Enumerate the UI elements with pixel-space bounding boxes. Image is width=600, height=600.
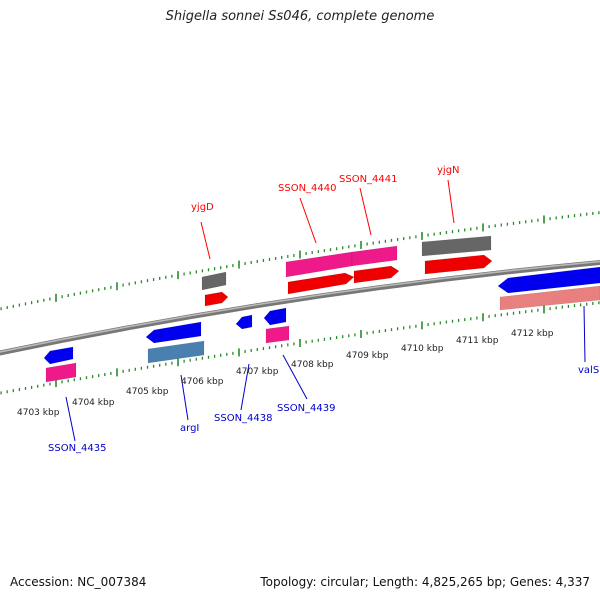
outer-tick-ring: [0, 211, 600, 311]
gene-label-reverse[interactable]: SSON_4435: [48, 443, 107, 454]
leader-line-reverse: [180, 374, 189, 421]
scale-label: 4704 kbp: [72, 398, 115, 408]
leader-line-forward: [359, 187, 372, 236]
gene-label-reverse[interactable]: argI: [180, 423, 199, 434]
gene-yjgN-red[interactable]: [424, 254, 493, 275]
accession-text: Accession: NC_007384: [10, 575, 147, 589]
leader-line-reverse: [583, 305, 586, 363]
gene-argI-steel[interactable]: [147, 340, 205, 364]
gene-features: [43, 235, 600, 383]
leader-line-reverse: [65, 396, 76, 442]
scale-labels: 4703 kbp 4704 kbp 4705 kbp 4706 kbp 4707 kbp…: [17, 329, 554, 418]
gene-SSON_4439-pink[interactable]: [265, 325, 290, 344]
inner-tick-ring: [0, 301, 600, 395]
gene-label-forward[interactable]: SSON_4440: [278, 183, 337, 194]
gene-valS-salmon[interactable]: [499, 285, 600, 311]
gene-SSON_4435-blue[interactable]: [43, 346, 74, 365]
gene-argI-blue[interactable]: [145, 321, 202, 344]
backbone-highlight: [0, 260, 600, 353]
gene-valS-blue[interactable]: [497, 266, 600, 294]
gene-SSON_4439-blue[interactable]: [263, 307, 287, 326]
topology-text: Topology: circular; Length: 4,825,265 bp…: [260, 575, 590, 589]
gene-label-reverse[interactable]: SSON_4438: [214, 413, 273, 424]
gene-yjgD-red[interactable]: [204, 291, 229, 307]
label-leaders: [65, 179, 586, 442]
gene-label-forward[interactable]: yjgN: [437, 165, 460, 176]
scale-label: 4708 kbp: [291, 360, 334, 370]
gene-SSON_4440-red[interactable]: [287, 272, 355, 295]
scale-label: 4703 kbp: [17, 408, 60, 418]
leader-line-forward: [299, 197, 317, 244]
map-title: Shigella sonnei Ss046, complete genome: [165, 9, 435, 24]
backbone-line: [0, 259, 600, 356]
gene-SSON_4435-pink[interactable]: [45, 362, 77, 383]
scale-label: 4712 kbp: [511, 329, 554, 339]
leader-line-reverse: [282, 354, 308, 400]
leader-line-reverse: [240, 363, 250, 411]
gene-label-reverse[interactable]: valS: [578, 365, 599, 376]
gene-label-forward[interactable]: SSON_4441: [339, 174, 398, 185]
gene-SSON_4438-blue[interactable]: [235, 314, 253, 330]
gene-yjgN-gray[interactable]: [421, 235, 492, 257]
scale-label: 4706 kbp: [181, 377, 224, 387]
gene-SSON_4441-red[interactable]: [353, 265, 400, 284]
gene-SSON_4441-pink[interactable]: [351, 245, 398, 267]
scale-label: 4705 kbp: [126, 387, 169, 397]
scale-label: 4711 kbp: [456, 336, 499, 346]
genome-backbone: [0, 259, 600, 356]
leader-line-forward: [200, 221, 211, 260]
leader-line-forward: [447, 179, 455, 224]
scale-label: 4710 kbp: [401, 344, 444, 354]
gene-yjgD-gray[interactable]: [201, 271, 227, 291]
gene-label-forward[interactable]: yjgD: [191, 202, 214, 213]
scale-label: 4709 kbp: [346, 351, 389, 361]
gene-label-reverse[interactable]: SSON_4439: [277, 403, 336, 414]
scale-label: 4707 kbp: [236, 367, 279, 377]
